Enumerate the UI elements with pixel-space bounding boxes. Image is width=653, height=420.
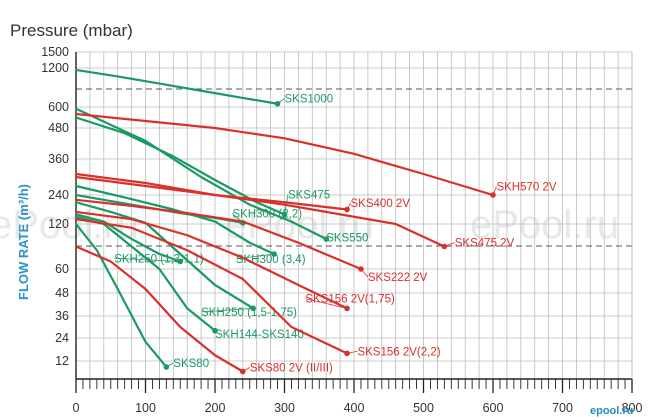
series-line	[74, 184, 276, 256]
series-label-leader	[201, 307, 254, 313]
series-label-leader	[444, 242, 455, 247]
series-line	[74, 218, 349, 355]
series-label-leader	[346, 202, 351, 210]
x-tick-label: 100	[135, 401, 156, 415]
x-tick-label: 800	[622, 401, 643, 415]
y-tick-label: 1200	[41, 61, 69, 75]
series-line	[74, 112, 495, 197]
series-label: SKH144-SKS140	[215, 329, 304, 341]
series-label-leader	[242, 367, 250, 372]
series-end-point	[344, 305, 350, 312]
y-tick-label: 60	[55, 262, 69, 276]
series-line	[74, 172, 446, 248]
series-line	[74, 198, 363, 271]
series-line	[74, 107, 328, 241]
chart-title: Pressure (mbar)	[10, 21, 133, 40]
x-tick-label: 0	[73, 401, 80, 415]
series-line	[74, 222, 168, 369]
series-label: SKS80 2V (II/III)	[250, 363, 333, 375]
grid-lines	[75, 51, 633, 393]
series-label-leader	[166, 362, 174, 368]
series-label-leader	[277, 98, 285, 105]
series-line	[74, 213, 182, 263]
y-tick-label: 24	[55, 331, 69, 345]
series-label-leader	[360, 268, 369, 278]
series-label: SKS1000	[285, 93, 334, 105]
series-label-leader	[492, 186, 497, 196]
series-label: SKS156 2V(1,75)	[305, 294, 395, 306]
series-label: SKS400 2V	[351, 198, 411, 210]
watermark-text: ePool.ru	[470, 203, 619, 247]
y-tick-label: 240	[48, 188, 69, 202]
series-label: SKS550	[326, 232, 368, 244]
y-tick-label: 36	[55, 309, 69, 323]
series-label: SKS222 2V	[368, 272, 428, 284]
series-line	[74, 68, 279, 105]
y-tick-label: 600	[48, 100, 69, 114]
x-tick-label: 500	[413, 401, 434, 415]
y-tick-label: 480	[48, 121, 69, 135]
y-tick-label: 120	[48, 217, 69, 231]
y-tick-label: 48	[55, 286, 69, 300]
y-tick-label: 12	[55, 354, 69, 368]
x-tick-label: 700	[552, 401, 573, 415]
series-label-leader	[305, 298, 348, 309]
series-line	[74, 210, 349, 310]
series-end-point	[344, 350, 350, 357]
series-label-leader	[346, 350, 358, 354]
x-tick-label: 200	[205, 401, 226, 415]
series-line	[74, 116, 286, 216]
y-tick-label: 360	[48, 152, 69, 166]
series-line	[74, 201, 255, 310]
x-tick-label: 400	[344, 401, 365, 415]
series-line	[74, 245, 244, 373]
series-label: SKS475	[288, 190, 330, 202]
series-label: SKS475 2V	[455, 238, 515, 250]
x-tick-label: 300	[274, 401, 295, 415]
series-label: SKS156 2V(2,2)	[357, 346, 440, 358]
brand-mark: epool.ru	[590, 405, 633, 417]
series-label: SKH300 (2,2)	[232, 208, 302, 220]
series-label: SKH570 2V	[496, 182, 556, 194]
x-tick-label: 600	[483, 401, 504, 415]
series-label: SKS80	[173, 358, 209, 370]
y-tick-label: 1500	[41, 45, 69, 59]
y-axis-label: FLOW RATE (m³/h)	[16, 184, 31, 300]
